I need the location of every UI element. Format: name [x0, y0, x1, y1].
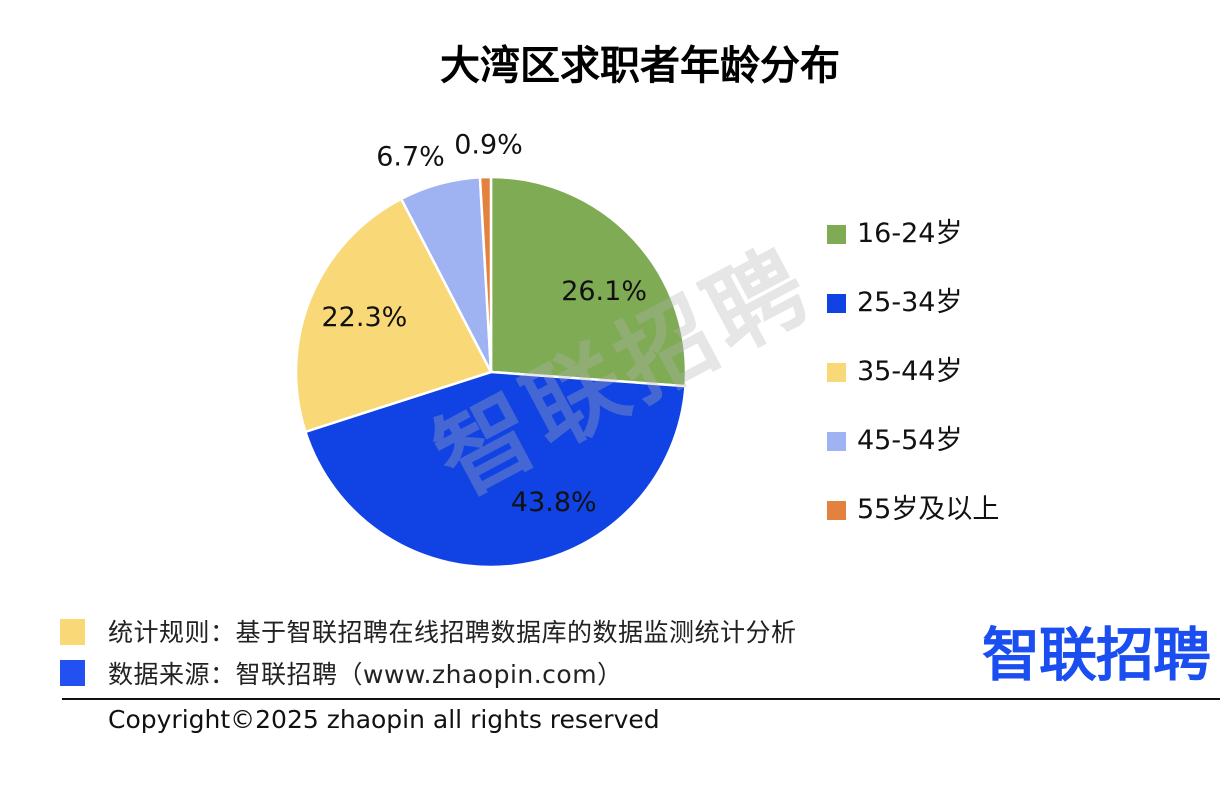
data-label-3: 22.3% — [322, 302, 408, 333]
pie-slice-5 — [478, 175, 493, 374]
legend: 16-24岁 25-34岁 35-44岁 45-54岁 55岁及以上 — [827, 217, 999, 562]
pie-slice-1 — [489, 175, 688, 388]
data-label-4: 6.7% — [376, 142, 445, 173]
legend-item-2: 25-34岁 — [827, 286, 999, 320]
data-label-2: 43.8% — [511, 487, 597, 518]
pie-slice-2 — [304, 370, 687, 569]
legend-swatch-5 — [827, 500, 846, 520]
legend-swatch-3 — [827, 362, 846, 382]
legend-label-4: 45-54岁 — [857, 425, 963, 456]
legend-label-3: 35-44岁 — [857, 356, 963, 387]
legend-swatch-2 — [827, 293, 846, 313]
legend-item-4: 45-54岁 — [827, 424, 999, 458]
legend-swatch-4 — [827, 431, 846, 451]
pie-data-labels: 26.1% 43.8% 22.3% 6.7% 0.9% — [322, 130, 647, 519]
legend-swatch-1 — [827, 224, 846, 244]
pie-slices — [294, 175, 688, 569]
legend-label-2: 25-34岁 — [857, 287, 963, 318]
legend-label-1: 16-24岁 — [857, 218, 963, 249]
statistics-rule-text: 统计规则：基于智联招聘在线招聘数据库的数据监测统计分析 — [108, 618, 797, 647]
source-marker — [60, 660, 85, 686]
legend-label-5: 55岁及以上 — [857, 494, 1000, 525]
zhaopin-logo: 智联招聘 — [981, 621, 1211, 689]
legend-item-3: 35-44岁 — [827, 355, 999, 389]
pie-slice-3 — [294, 197, 493, 434]
data-source-text: 数据来源：智联招聘（www.zhaopin.com） — [108, 660, 623, 689]
chart-title: 大湾区求职者年龄分布 — [440, 43, 840, 89]
rule-marker — [60, 619, 85, 645]
legend-item-5: 55岁及以上 — [827, 493, 999, 527]
legend-item-1: 16-24岁 — [827, 217, 999, 251]
copyright-text: Copyright©2025 zhaopin all rights reserv… — [108, 705, 660, 734]
data-label-5: 0.9% — [454, 130, 523, 161]
data-label-1: 26.1% — [561, 276, 647, 307]
footer-divider — [62, 698, 1220, 700]
